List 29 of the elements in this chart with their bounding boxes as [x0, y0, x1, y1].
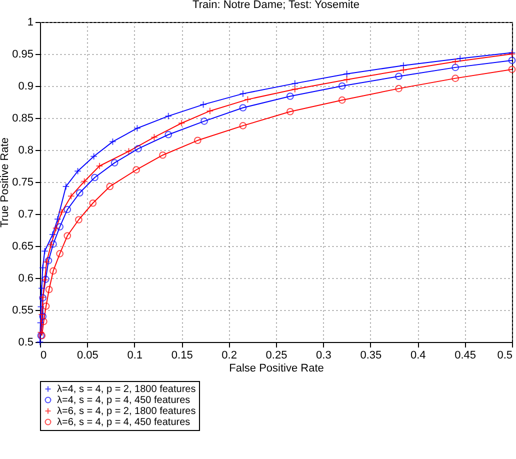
legend-label: λ=4, s = 4, p = 4, 450 features [57, 395, 190, 406]
y-tick-label: 0.75 [12, 176, 34, 188]
y-axis-title: True Positive Rate [0, 137, 12, 228]
y-tick-label: 0.8 [18, 144, 34, 156]
x-tick-label: 0.2 [222, 350, 237, 362]
x-tick-label: 0.5 [497, 350, 512, 362]
y-tick-label: 0.55 [12, 304, 34, 316]
legend-label: λ=6, s = 4, p = 2, 1800 features [57, 406, 196, 417]
y-tick-label: 0.6 [18, 272, 34, 284]
y-tick-label: 0.95 [12, 48, 34, 60]
y-tick-label: 0.5 [18, 336, 34, 348]
legend-label: λ=6, s = 4, p = 4, 450 features [57, 417, 190, 428]
legend-label: λ=4, s = 4, p = 2, 1800 features [57, 384, 196, 395]
x-tick-label: 0.35 [360, 350, 382, 362]
x-tick-label: 0.25 [266, 350, 288, 362]
x-tick-label: 0.1 [127, 350, 143, 362]
x-axis-title: False Positive Rate [229, 362, 324, 374]
x-tick-label: 0 [40, 350, 47, 362]
y-tick-label: 0.65 [12, 240, 34, 252]
y-tick-label: 0.9 [18, 80, 34, 92]
y-tick-label: 0.85 [12, 112, 34, 124]
y-tick-label: 1 [27, 16, 34, 28]
x-tick-label: 0.15 [171, 350, 193, 362]
chart-title: Train: Notre Dame; Test: Yosemite [192, 0, 360, 11]
x-tick-label: 0.4 [410, 350, 426, 362]
x-tick-label: 0.3 [316, 350, 332, 362]
x-tick-label: 0.45 [454, 350, 476, 362]
x-tick-label: 0.05 [76, 350, 98, 362]
y-tick-label: 0.7 [18, 208, 34, 220]
